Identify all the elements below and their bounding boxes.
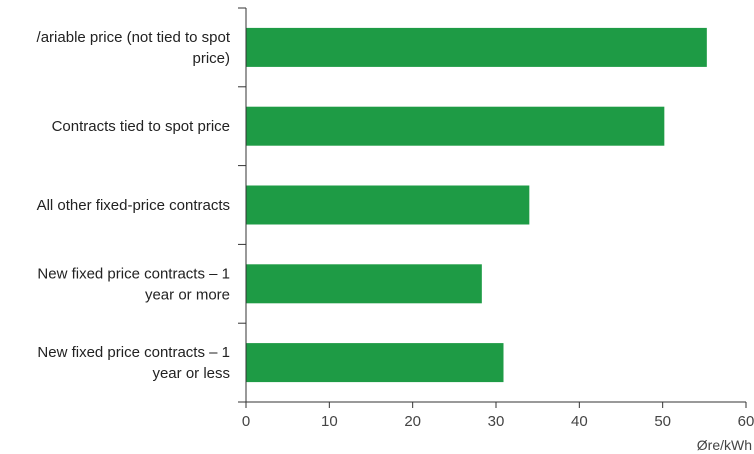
category-label-1-line-2: price) bbox=[192, 50, 230, 67]
x-tick-label: 30 bbox=[488, 413, 505, 430]
bar-1 bbox=[246, 27, 707, 67]
bar-2 bbox=[246, 106, 665, 146]
category-label-5-line-2: year or less bbox=[152, 365, 230, 382]
x-tick-label: 20 bbox=[404, 413, 421, 430]
x-tick-label: 10 bbox=[321, 413, 338, 430]
category-label-4-line-2: year or more bbox=[145, 286, 230, 303]
category-label-5-line-1: New fixed price contracts – 1 bbox=[37, 344, 230, 361]
category-label-4-line-1: New fixed price contracts – 1 bbox=[37, 265, 230, 282]
category-label-2-line-1: Contracts tied to spot price bbox=[52, 118, 230, 135]
x-tick-label: 60 bbox=[738, 413, 754, 430]
bar-5 bbox=[246, 343, 504, 383]
x-axis-ticks: 0 10 20 30 40 50 60 bbox=[242, 402, 754, 430]
bar-4 bbox=[246, 264, 482, 304]
x-axis-unit-label: Øre/kWh bbox=[697, 437, 752, 453]
x-tick-label: 0 bbox=[242, 413, 250, 430]
x-tick-label: 50 bbox=[654, 413, 671, 430]
category-label-3-line-1: All other fixed-price contracts bbox=[37, 197, 230, 214]
bar-3 bbox=[246, 185, 530, 225]
bars-group bbox=[246, 27, 707, 383]
x-tick-label: 40 bbox=[571, 413, 588, 430]
category-labels: /ariable price (not tied to spot price) Co… bbox=[37, 29, 231, 382]
category-label-1-line-1: /ariable price (not tied to spot bbox=[37, 29, 231, 46]
y-axis-ticks bbox=[238, 7, 246, 403]
